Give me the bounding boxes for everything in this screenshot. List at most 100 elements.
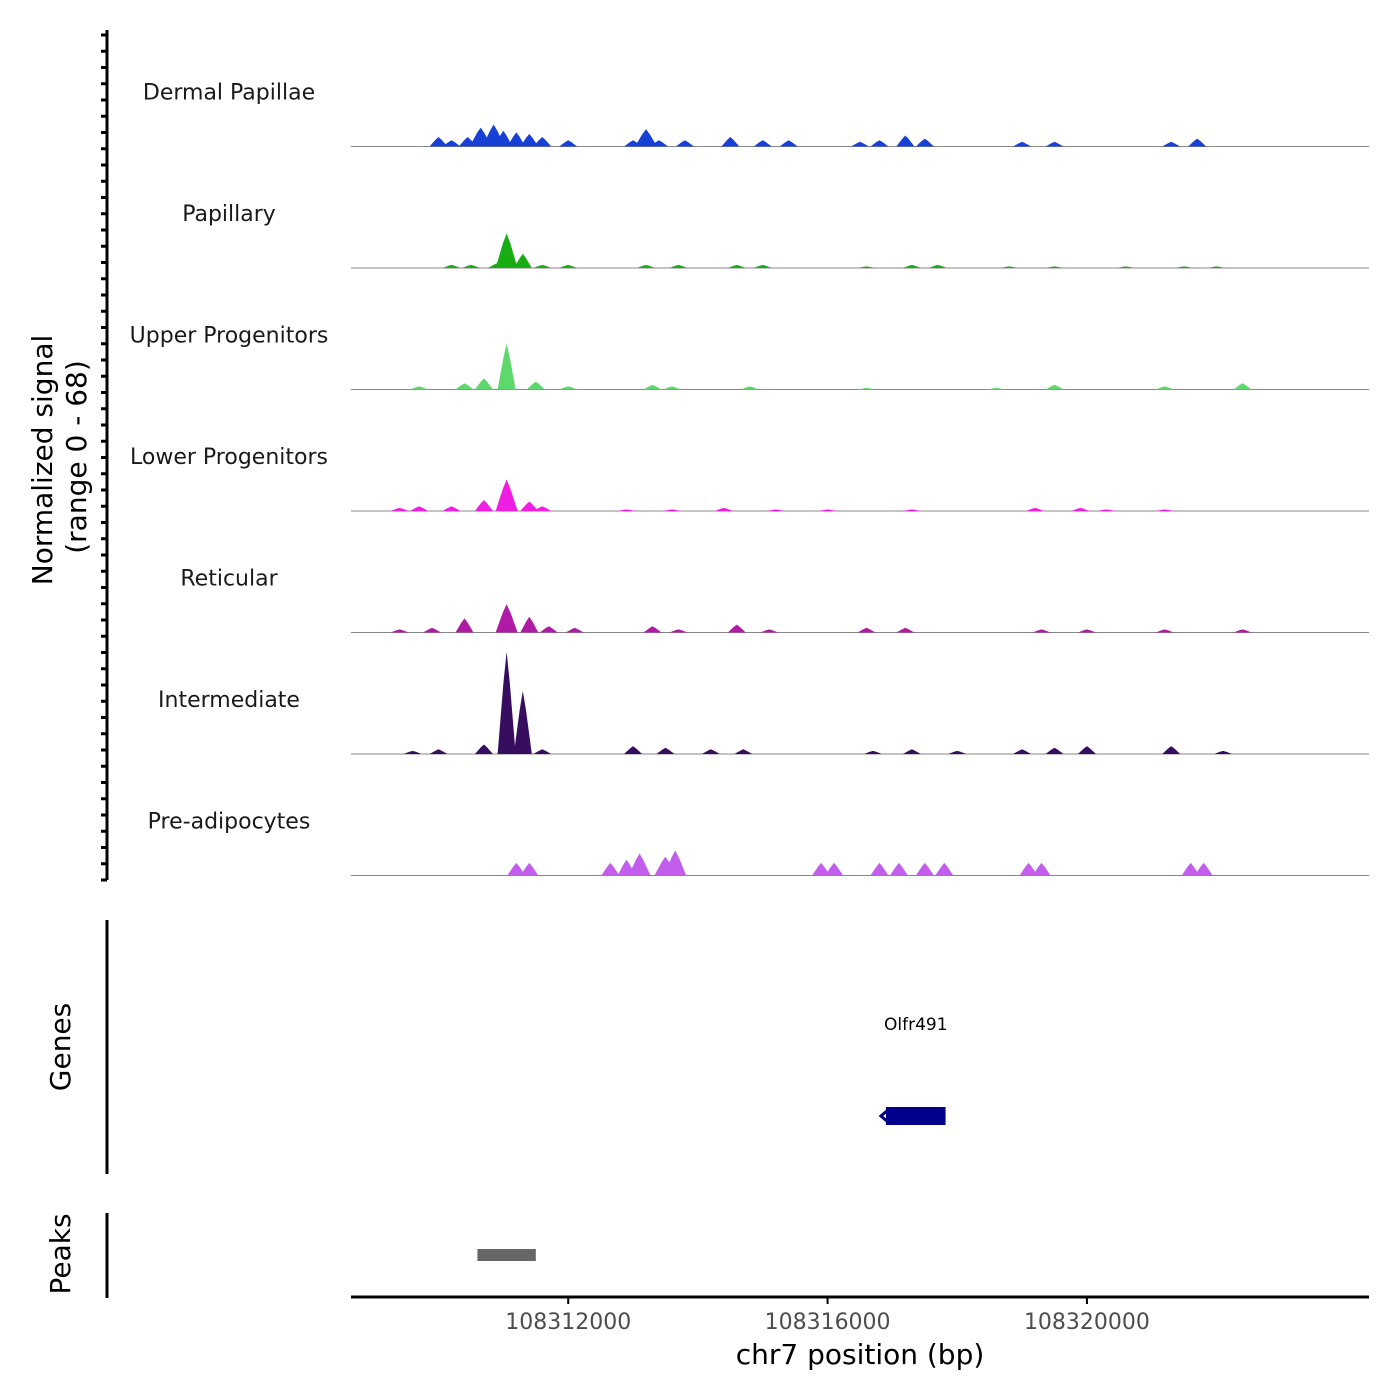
signal-peak <box>870 140 889 147</box>
signal-peak <box>1181 862 1200 876</box>
signal-peak <box>429 749 448 754</box>
signal-peak <box>474 499 493 511</box>
signal-peak <box>1155 509 1174 511</box>
signal-peak <box>533 137 552 147</box>
signal-peak <box>902 749 921 754</box>
signal-peak <box>643 384 662 390</box>
track-label: Reticular <box>180 567 278 592</box>
track-pre-adipocytes: Pre-adipocytes <box>148 810 1369 876</box>
signal-peak <box>565 627 584 633</box>
signal-peak <box>727 624 746 633</box>
signal-peak <box>601 862 620 876</box>
track-lower-progenitors: Lower Progenitors <box>130 445 1369 512</box>
signal-peak <box>753 140 772 147</box>
signal-peak <box>675 140 694 147</box>
signal-peak <box>1032 629 1051 633</box>
signal-peak <box>539 626 558 633</box>
y-axis-range: (range 0 - 68) <box>60 360 93 554</box>
track-intermediate: Intermediate <box>158 651 1369 755</box>
signal-peak <box>403 750 422 754</box>
signal-peak <box>624 746 643 754</box>
gene-track: Olfr491 <box>878 1015 948 1125</box>
signal-peak <box>494 130 513 147</box>
signal-peak <box>526 381 545 390</box>
signal-peak <box>423 627 442 633</box>
gene-strand-arrow <box>878 1108 889 1124</box>
genes-axis-title: Genes <box>44 1003 77 1091</box>
signal-peak <box>507 132 526 147</box>
signal-peak <box>948 750 967 754</box>
signal-peak <box>649 140 668 147</box>
signal-peak <box>902 509 921 511</box>
signal-peak <box>896 135 915 147</box>
signal-peak <box>1097 509 1116 511</box>
signal-peak <box>851 141 869 147</box>
gene-label: Olfr491 <box>884 1015 948 1035</box>
signal-peak <box>497 651 516 754</box>
signal-peak <box>1045 141 1064 147</box>
signal-peak <box>915 862 934 876</box>
track-label: Intermediate <box>158 688 300 713</box>
signal-peak <box>559 264 578 268</box>
signal-peak <box>559 386 578 390</box>
signal-peak <box>1032 862 1051 876</box>
signal-peak <box>461 264 480 268</box>
signal-peak <box>753 264 772 268</box>
signal-peak <box>662 386 681 390</box>
signal-peak <box>1071 507 1090 511</box>
x-axis-title: chr7 position (bp) <box>736 1338 985 1371</box>
signal-peak <box>812 862 831 876</box>
track-label: Papillary <box>182 202 276 227</box>
signal-peak <box>410 506 429 511</box>
signal-peak <box>520 133 539 147</box>
signal-peak <box>635 129 658 147</box>
track-label: Pre-adipocytes <box>148 810 311 835</box>
signal-peak <box>825 862 844 876</box>
signal-peak <box>520 862 539 876</box>
signal-peak <box>495 233 518 268</box>
signal-peak <box>1045 266 1064 268</box>
signal-peak <box>442 140 461 147</box>
signal-peak <box>1045 747 1064 754</box>
signal-peak <box>1188 138 1207 147</box>
signal-peak <box>662 509 681 511</box>
signal-peak <box>628 853 651 876</box>
signal-peak <box>734 749 753 754</box>
signal-peak <box>1155 386 1174 390</box>
signal-peak <box>474 378 493 390</box>
y-axis-title: Normalized signal <box>26 335 59 586</box>
signal-peak <box>935 862 954 876</box>
signal-peak <box>889 862 908 876</box>
signal-peak <box>1155 629 1174 633</box>
signal-peak <box>701 749 720 754</box>
x-axis-ticks: 108312000 108316000 108320000 <box>505 1297 1150 1335</box>
signal-peak <box>1175 266 1194 268</box>
signal-peak <box>520 616 539 633</box>
signal-peak <box>1045 384 1064 390</box>
signal-peak <box>727 264 746 268</box>
track-upper-progenitors: Upper Progenitors <box>130 324 1369 390</box>
track-reticular: Reticular <box>180 567 1369 633</box>
signal-peak <box>863 750 882 754</box>
signal-peak <box>740 386 759 390</box>
coverage-tracks: Dermal Papillae Papillary Upper Progenitor… <box>130 81 1369 876</box>
signal-peak <box>533 264 552 268</box>
signal-peak <box>857 266 876 268</box>
signal-peak <box>533 506 552 511</box>
signal-peak <box>1162 746 1181 754</box>
signal-peak <box>513 691 532 754</box>
x-tick-label: 108320000 <box>1024 1310 1150 1335</box>
signal-peak <box>656 747 675 754</box>
signal-peak <box>870 862 889 876</box>
signal-peak <box>896 627 915 633</box>
signal-peak <box>429 137 448 147</box>
track-dermal-papillae: Dermal Papillae <box>143 81 1369 147</box>
signal-peak <box>617 509 636 511</box>
signal-peak <box>915 138 934 147</box>
signal-peak <box>1162 141 1181 147</box>
signal-peak <box>495 604 518 633</box>
peak-track <box>477 1249 536 1261</box>
signal-peak <box>643 626 662 633</box>
signal-peak <box>1013 749 1032 754</box>
